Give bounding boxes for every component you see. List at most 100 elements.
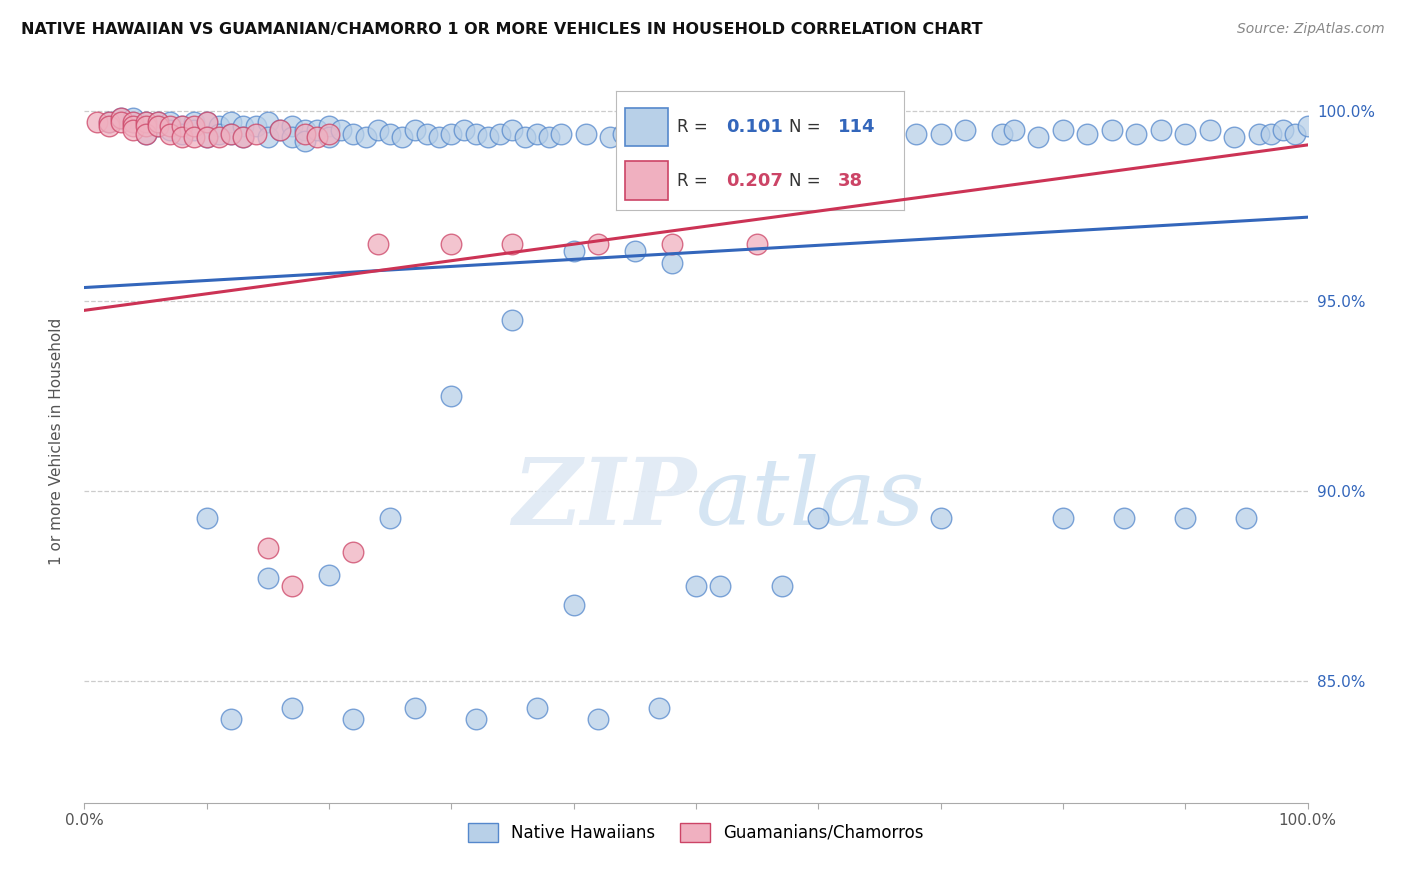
Point xyxy=(697,127,720,141)
Point xyxy=(172,130,194,145)
Point xyxy=(526,700,548,714)
Point xyxy=(305,130,328,145)
Point xyxy=(685,579,707,593)
Point xyxy=(281,119,304,133)
Point xyxy=(575,127,598,141)
Point xyxy=(1236,510,1258,524)
Point xyxy=(172,119,194,133)
Point xyxy=(97,115,120,129)
Point xyxy=(122,115,145,129)
Point xyxy=(453,122,475,136)
Point xyxy=(502,313,524,327)
Text: Source: ZipAtlas.com: Source: ZipAtlas.com xyxy=(1237,22,1385,37)
Point xyxy=(648,130,671,145)
Point xyxy=(219,712,242,726)
Point xyxy=(146,115,169,129)
Point xyxy=(354,130,377,145)
Point xyxy=(661,236,683,251)
Point xyxy=(624,244,647,259)
Point xyxy=(208,127,231,141)
Point xyxy=(807,127,830,141)
Point xyxy=(550,127,572,141)
Point xyxy=(172,127,194,141)
Point xyxy=(367,236,389,251)
Point xyxy=(440,236,463,251)
Point xyxy=(685,134,707,148)
Point xyxy=(513,130,536,145)
Point xyxy=(281,579,304,593)
Point xyxy=(440,389,463,403)
Point xyxy=(1101,122,1123,136)
Point xyxy=(86,115,108,129)
Point xyxy=(110,115,132,129)
Point xyxy=(1284,127,1306,141)
Point xyxy=(1198,122,1220,136)
Point xyxy=(416,127,439,141)
Point xyxy=(404,700,426,714)
Point xyxy=(1223,130,1246,145)
Point xyxy=(269,122,291,136)
Point xyxy=(135,115,157,129)
Point xyxy=(294,127,316,141)
Point xyxy=(135,115,157,129)
Point xyxy=(146,119,169,133)
Point xyxy=(709,579,731,593)
Point xyxy=(135,127,157,141)
Point xyxy=(135,127,157,141)
Point xyxy=(257,115,280,129)
Point xyxy=(905,127,928,141)
Point xyxy=(159,119,181,133)
Point xyxy=(135,119,157,133)
Point xyxy=(281,700,304,714)
Point xyxy=(122,122,145,136)
Point xyxy=(1002,122,1025,136)
Point xyxy=(599,130,621,145)
Point xyxy=(367,122,389,136)
Point xyxy=(562,244,585,259)
Point xyxy=(391,130,413,145)
Point xyxy=(709,130,731,145)
Point xyxy=(257,130,280,145)
Point xyxy=(318,119,340,133)
Point xyxy=(526,127,548,141)
Point xyxy=(195,130,218,145)
Point xyxy=(929,127,952,141)
Point xyxy=(219,127,242,141)
Legend: Native Hawaiians, Guamanians/Chamorros: Native Hawaiians, Guamanians/Chamorros xyxy=(461,816,931,848)
Point xyxy=(758,130,780,145)
Point xyxy=(342,712,364,726)
Point xyxy=(586,712,609,726)
Point xyxy=(208,119,231,133)
Point xyxy=(146,119,169,133)
Point xyxy=(612,127,634,141)
Point xyxy=(330,122,353,136)
Point xyxy=(1174,510,1197,524)
Point xyxy=(232,130,254,145)
Point xyxy=(1052,122,1074,136)
Point xyxy=(538,130,561,145)
Point xyxy=(219,127,242,141)
Point xyxy=(318,567,340,582)
Point xyxy=(477,130,499,145)
Point xyxy=(1076,127,1098,141)
Point xyxy=(636,127,658,141)
Point xyxy=(269,122,291,136)
Point xyxy=(464,127,486,141)
Point xyxy=(305,122,328,136)
Point xyxy=(1114,510,1136,524)
Point xyxy=(232,119,254,133)
Point xyxy=(464,712,486,726)
Point xyxy=(1150,122,1173,136)
Point xyxy=(856,127,879,141)
Point xyxy=(807,510,830,524)
Point xyxy=(1296,119,1319,133)
Point xyxy=(110,112,132,126)
Point xyxy=(427,130,450,145)
Point xyxy=(294,122,316,136)
Text: NATIVE HAWAIIAN VS GUAMANIAN/CHAMORRO 1 OR MORE VEHICLES IN HOUSEHOLD CORRELATIO: NATIVE HAWAIIAN VS GUAMANIAN/CHAMORRO 1 … xyxy=(21,22,983,37)
Point xyxy=(661,256,683,270)
Point xyxy=(122,115,145,129)
Point xyxy=(648,700,671,714)
Point xyxy=(991,127,1014,141)
Point xyxy=(122,119,145,133)
